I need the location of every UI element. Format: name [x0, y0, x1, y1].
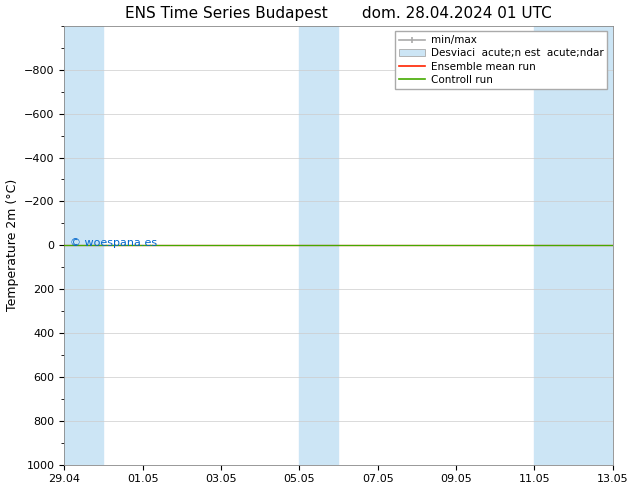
Legend: min/max, Desviaci  acute;n est  acute;ndar, Ensemble mean run, Controll run: min/max, Desviaci acute;n est acute;ndar… — [395, 31, 607, 89]
Text: © woespana.es: © woespana.es — [70, 238, 157, 248]
Title: ENS Time Series Budapest       dom. 28.04.2024 01 UTC: ENS Time Series Budapest dom. 28.04.2024… — [125, 5, 552, 21]
Bar — [64, 26, 103, 465]
Bar — [534, 26, 612, 465]
Y-axis label: Temperature 2m (°C): Temperature 2m (°C) — [6, 179, 18, 312]
Bar — [299, 26, 339, 465]
